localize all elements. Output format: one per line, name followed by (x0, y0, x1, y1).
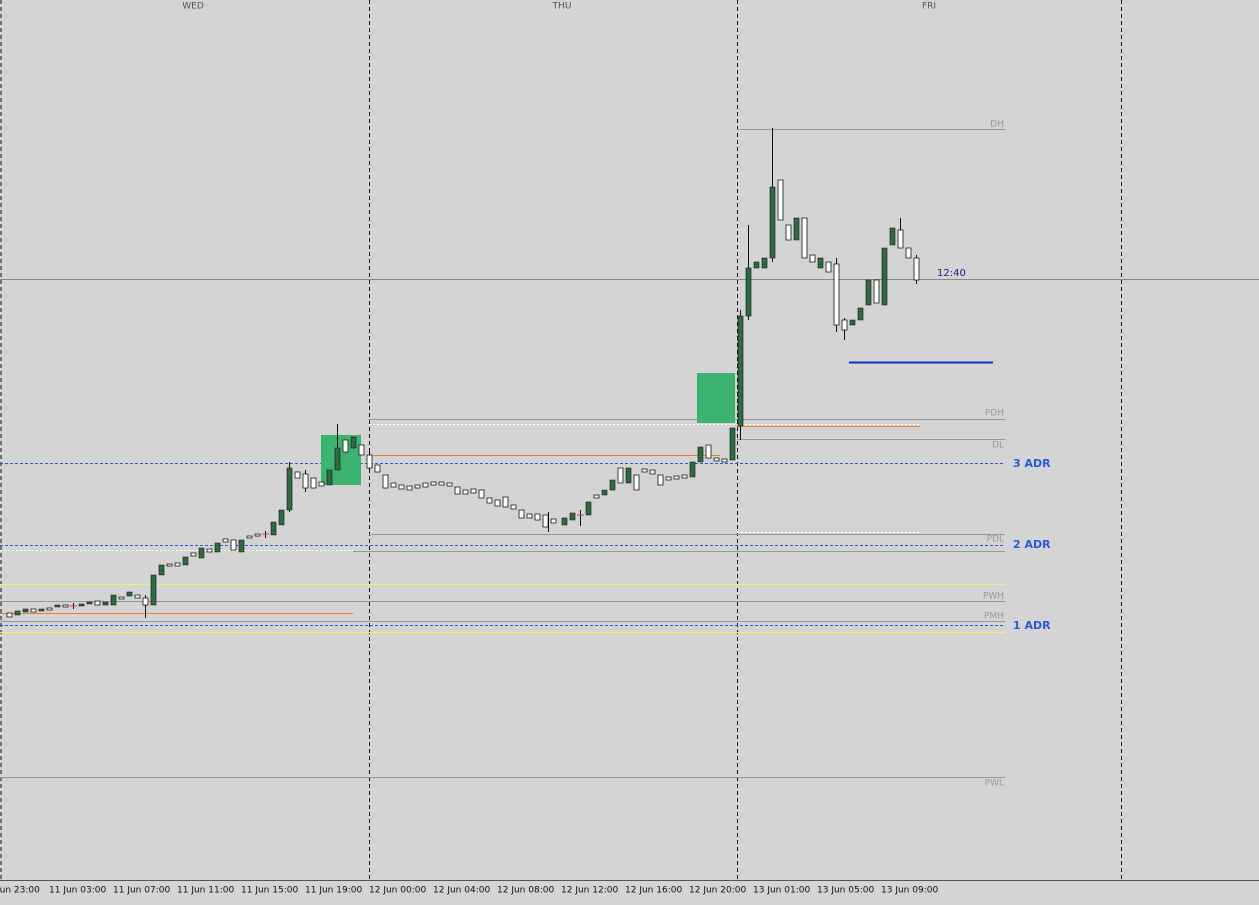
doji-candles (70, 514, 584, 607)
time-labels: Jun 23:00 11 Jun 03:00 11 Jun 07:00 11 J… (0, 886, 938, 896)
level-label: PWH (983, 592, 1004, 602)
time-label: 12 Jun 16:00 (625, 886, 682, 896)
adr-label: 1 ADR (1013, 619, 1051, 632)
time-label: 12 Jun 04:00 (433, 886, 490, 896)
adr-label: 3 ADR (1013, 457, 1051, 470)
wicks (73, 128, 917, 618)
time-label: 12 Jun 08:00 (497, 886, 554, 896)
time-label: 12 Jun 12:00 (561, 886, 618, 896)
level-label: PDL (987, 535, 1004, 545)
time-label: 13 Jun 01:00 (753, 886, 810, 896)
level-label: PMH (984, 612, 1004, 622)
time-label: 11 Jun 07:00 (113, 886, 170, 896)
current-time: 12:40 (937, 268, 966, 279)
level-label: PDH (985, 409, 1004, 419)
level-label: PWL (985, 779, 1004, 789)
time-label: 11 Jun 11:00 (177, 886, 234, 896)
day-label: FRI (922, 2, 936, 12)
bear-candles (6, 179, 920, 618)
zone (697, 373, 735, 423)
bull-candles (14, 186, 896, 616)
levels (0, 129, 1259, 778)
time-label: 12 Jun 20:00 (689, 886, 746, 896)
adr-label: 2 ADR (1013, 538, 1051, 551)
day-label: THU (552, 2, 572, 12)
time-label: 11 Jun 19:00 (305, 886, 362, 896)
time-label: 13 Jun 05:00 (817, 886, 874, 896)
day-label: WED (182, 2, 204, 12)
time-label: Jun 23:00 (0, 886, 40, 896)
time-label: 11 Jun 15:00 (241, 886, 298, 896)
level-label: DH (990, 120, 1004, 130)
time-label: 13 Jun 09:00 (881, 886, 938, 896)
level-label: DL (992, 441, 1004, 451)
time-label: 11 Jun 03:00 (49, 886, 106, 896)
time-label: 12 Jun 00:00 (369, 886, 426, 896)
